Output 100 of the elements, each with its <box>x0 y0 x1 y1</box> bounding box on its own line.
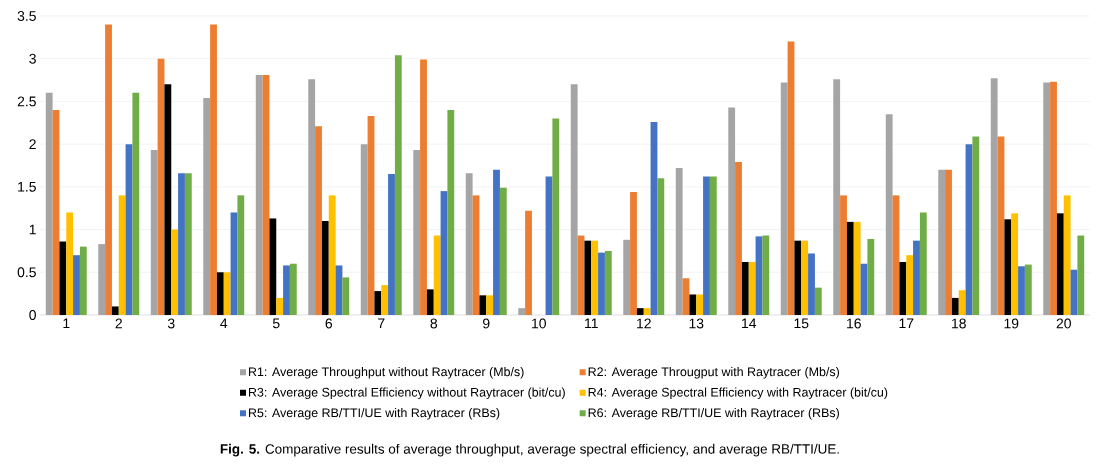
x-tick-label: 2 <box>115 318 122 329</box>
bar <box>1063 195 1071 315</box>
x-tick-label: 12 <box>637 318 651 329</box>
bar <box>741 262 749 315</box>
x-tick-label: 4 <box>220 318 228 329</box>
bar <box>518 308 526 315</box>
bar <box>808 253 815 315</box>
bar <box>623 239 631 315</box>
bar <box>223 272 231 315</box>
x-tick-label: 19 <box>1004 318 1019 329</box>
bar <box>420 59 427 315</box>
bar <box>360 144 368 315</box>
bar <box>552 118 560 315</box>
bar <box>45 92 53 315</box>
bar <box>958 290 966 315</box>
bar <box>216 272 224 315</box>
bar <box>630 191 637 315</box>
bar <box>269 218 277 315</box>
legend-label: R6: Average RB/TTI/UE with Raytracer (RBs) <box>588 408 839 420</box>
y-tick-label: 1 <box>29 224 36 235</box>
bar <box>388 174 395 315</box>
bar <box>643 308 651 315</box>
bar <box>237 195 245 315</box>
bar <box>598 252 605 315</box>
bar <box>675 168 683 315</box>
bar <box>604 250 612 315</box>
bar <box>499 187 507 315</box>
bar <box>1050 81 1057 315</box>
bar <box>780 82 788 315</box>
bar <box>493 169 500 315</box>
x-tick-label: 6 <box>325 318 333 329</box>
bar <box>657 178 665 315</box>
y-tick-label: 3 <box>29 53 36 64</box>
bar <box>814 287 822 315</box>
x-tick-label: 10 <box>532 318 546 329</box>
y-tick-label: 0.5 <box>17 267 36 278</box>
bar <box>150 150 158 315</box>
legend-label: R2: Average Througput with Raytracer (Mb/s) <box>588 367 839 379</box>
bar <box>59 241 67 315</box>
bar <box>945 169 952 315</box>
bar <box>132 92 140 315</box>
x-tick-label: 9 <box>483 318 490 329</box>
bar <box>748 262 756 315</box>
bar <box>178 173 185 315</box>
bar <box>906 255 914 315</box>
bar <box>255 74 263 315</box>
bar <box>118 195 126 315</box>
bar <box>833 79 841 315</box>
bar <box>315 126 322 315</box>
x-tick-label: 8 <box>430 318 438 329</box>
bar <box>203 98 211 315</box>
legend-label: R5: Average RB/TTI/UE with Raytracer (RBs) <box>248 408 500 420</box>
bar <box>210 24 217 315</box>
bar <box>972 136 980 315</box>
bar <box>374 291 382 315</box>
x-tick-label: 1 <box>63 318 70 329</box>
bar <box>696 294 704 315</box>
bar <box>342 277 350 315</box>
bar <box>867 238 875 315</box>
bar <box>1004 219 1012 315</box>
x-tick-label: 7 <box>378 318 385 329</box>
bar <box>735 162 742 315</box>
y-tick-label: 2.5 <box>17 96 36 107</box>
bar <box>636 308 644 315</box>
x-tick-label: 18 <box>952 318 966 329</box>
bar <box>276 297 284 315</box>
bar <box>846 221 854 315</box>
bar <box>913 240 920 315</box>
bar <box>570 84 578 315</box>
bar <box>591 240 599 315</box>
bar <box>79 246 87 315</box>
bar <box>1011 213 1019 315</box>
bar <box>728 107 736 315</box>
bar <box>525 210 532 315</box>
bar <box>66 212 74 315</box>
bar <box>840 195 847 315</box>
text: Fig. 5. Comparative results of average throughput, average spectral efficiency, and average RB/TTI/UE. <box>220 443 839 457</box>
bar <box>447 109 455 315</box>
bar <box>465 173 473 315</box>
bar <box>394 55 402 315</box>
bar <box>853 221 861 315</box>
bar <box>308 79 316 315</box>
bar <box>184 173 192 315</box>
bar <box>990 78 998 315</box>
bar <box>1077 235 1085 315</box>
bar <box>413 150 421 315</box>
bar <box>479 295 487 315</box>
bar <box>709 176 717 315</box>
bar <box>919 212 927 315</box>
bar <box>1043 82 1051 315</box>
legend-label: R1: Average Throughput without Raytracer (Mb/s) <box>248 367 524 379</box>
bar <box>171 229 179 315</box>
bar <box>164 84 172 315</box>
y-tick-label: 3.5 <box>17 11 36 21</box>
bar <box>328 195 336 315</box>
bar <box>703 176 710 315</box>
bar <box>111 306 119 315</box>
y-tick-label: 2 <box>29 139 36 149</box>
bar <box>433 235 441 315</box>
bar <box>98 244 106 315</box>
